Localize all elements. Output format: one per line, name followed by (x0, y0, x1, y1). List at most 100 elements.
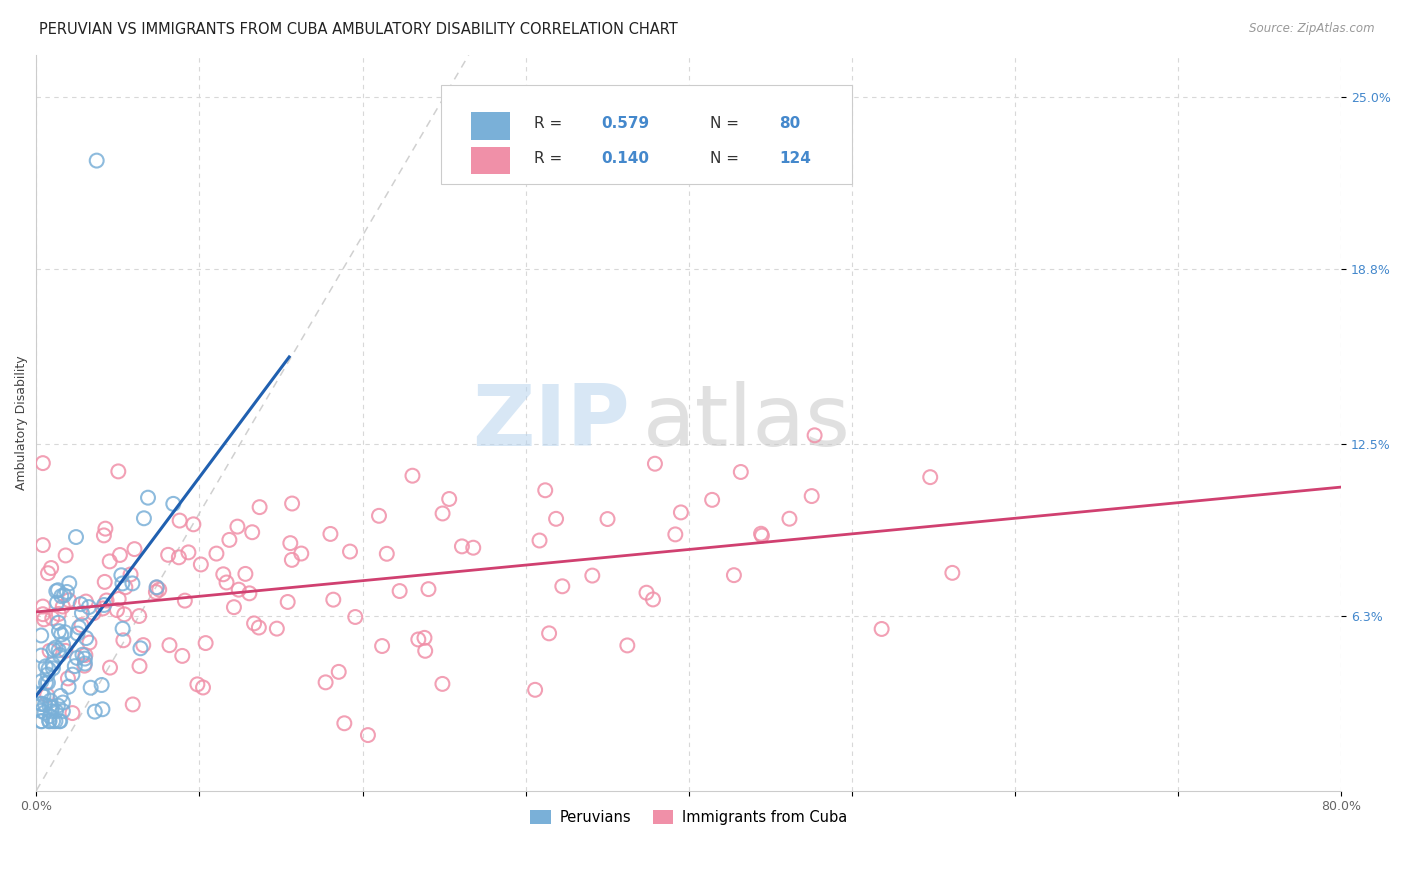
Point (437, 491, 460, 506)
Point (39, 561, 62, 575)
Point (79, 681, 101, 695)
Point (45, 640, 67, 655)
Point (145, 581, 167, 595)
Point (41, 611, 63, 625)
Point (83, 606, 105, 620)
Point (920, 470, 942, 484)
Point (322, 592, 344, 607)
Point (38, 714, 60, 729)
Point (38, 714, 60, 729)
Point (91, 601, 114, 615)
Point (159, 638, 181, 652)
Point (73, 657, 96, 671)
Point (186, 677, 208, 691)
Point (596, 512, 619, 526)
Point (132, 638, 155, 652)
Point (48, 648, 70, 662)
Point (749, 526, 772, 541)
Point (73, 651, 96, 665)
FancyBboxPatch shape (441, 85, 852, 184)
Point (48, 624, 70, 639)
Point (319, 527, 342, 541)
Point (669, 505, 692, 519)
Point (111, 622, 134, 636)
Point (333, 716, 356, 731)
FancyBboxPatch shape (471, 112, 510, 140)
Point (128, 609, 150, 624)
Point (75, 648, 97, 662)
Point (55, 644, 77, 658)
Y-axis label: Ambulatory Disability: Ambulatory Disability (15, 356, 28, 491)
Point (41, 657, 63, 672)
Point (38, 662, 60, 676)
Text: 124: 124 (779, 151, 811, 166)
Point (32, 689, 55, 703)
Point (51, 627, 73, 641)
Text: 80: 80 (779, 116, 800, 131)
Point (162, 497, 184, 511)
Point (30, 674, 52, 689)
Point (75, 631, 97, 645)
Point (194, 636, 217, 650)
Point (664, 527, 686, 541)
Point (107, 591, 129, 606)
Point (538, 626, 561, 640)
Point (65, 530, 87, 544)
Point (278, 536, 301, 550)
Point (730, 465, 752, 479)
Point (616, 639, 638, 653)
Point (205, 547, 228, 561)
Point (45, 584, 67, 599)
Point (418, 582, 440, 596)
Point (778, 512, 800, 526)
Point (52, 696, 75, 710)
Text: R =: R = (533, 116, 567, 131)
Point (49, 714, 72, 729)
Point (132, 511, 155, 525)
Point (79, 635, 101, 649)
Point (31, 714, 53, 729)
Point (90, 678, 112, 692)
Point (120, 567, 142, 582)
Point (228, 582, 250, 597)
Text: ZIP: ZIP (472, 382, 630, 465)
Legend: Peruvians, Immigrants from Cuba: Peruvians, Immigrants from Cuba (524, 805, 853, 831)
Point (803, 428, 825, 442)
Point (41, 700, 63, 714)
Point (581, 568, 603, 582)
Point (37, 667, 59, 681)
Point (534, 483, 557, 498)
Point (34, 698, 56, 712)
Point (30, 648, 52, 663)
Point (281, 553, 304, 567)
Point (357, 728, 380, 742)
Point (56, 585, 79, 599)
Point (91, 702, 114, 716)
Point (524, 682, 547, 697)
Point (240, 525, 263, 540)
Point (30, 697, 52, 711)
Point (266, 622, 288, 636)
Point (451, 540, 474, 554)
Point (108, 548, 131, 562)
Text: Source: ZipAtlas.com: Source: ZipAtlas.com (1250, 22, 1375, 36)
Point (48, 607, 70, 621)
Point (63, 659, 86, 673)
Point (52, 704, 75, 718)
Point (190, 558, 212, 572)
Point (546, 512, 568, 526)
Point (96, 593, 118, 607)
Point (107, 464, 129, 478)
Point (42, 642, 65, 657)
Point (145, 580, 167, 594)
Point (86, 153, 108, 168)
Point (636, 585, 658, 599)
Point (551, 579, 574, 593)
Point (238, 586, 260, 600)
Text: N =: N = (710, 151, 744, 166)
Point (368, 508, 391, 523)
Text: atlas: atlas (643, 382, 851, 465)
Point (145, 585, 167, 599)
Point (45, 704, 67, 718)
Point (58, 576, 80, 591)
